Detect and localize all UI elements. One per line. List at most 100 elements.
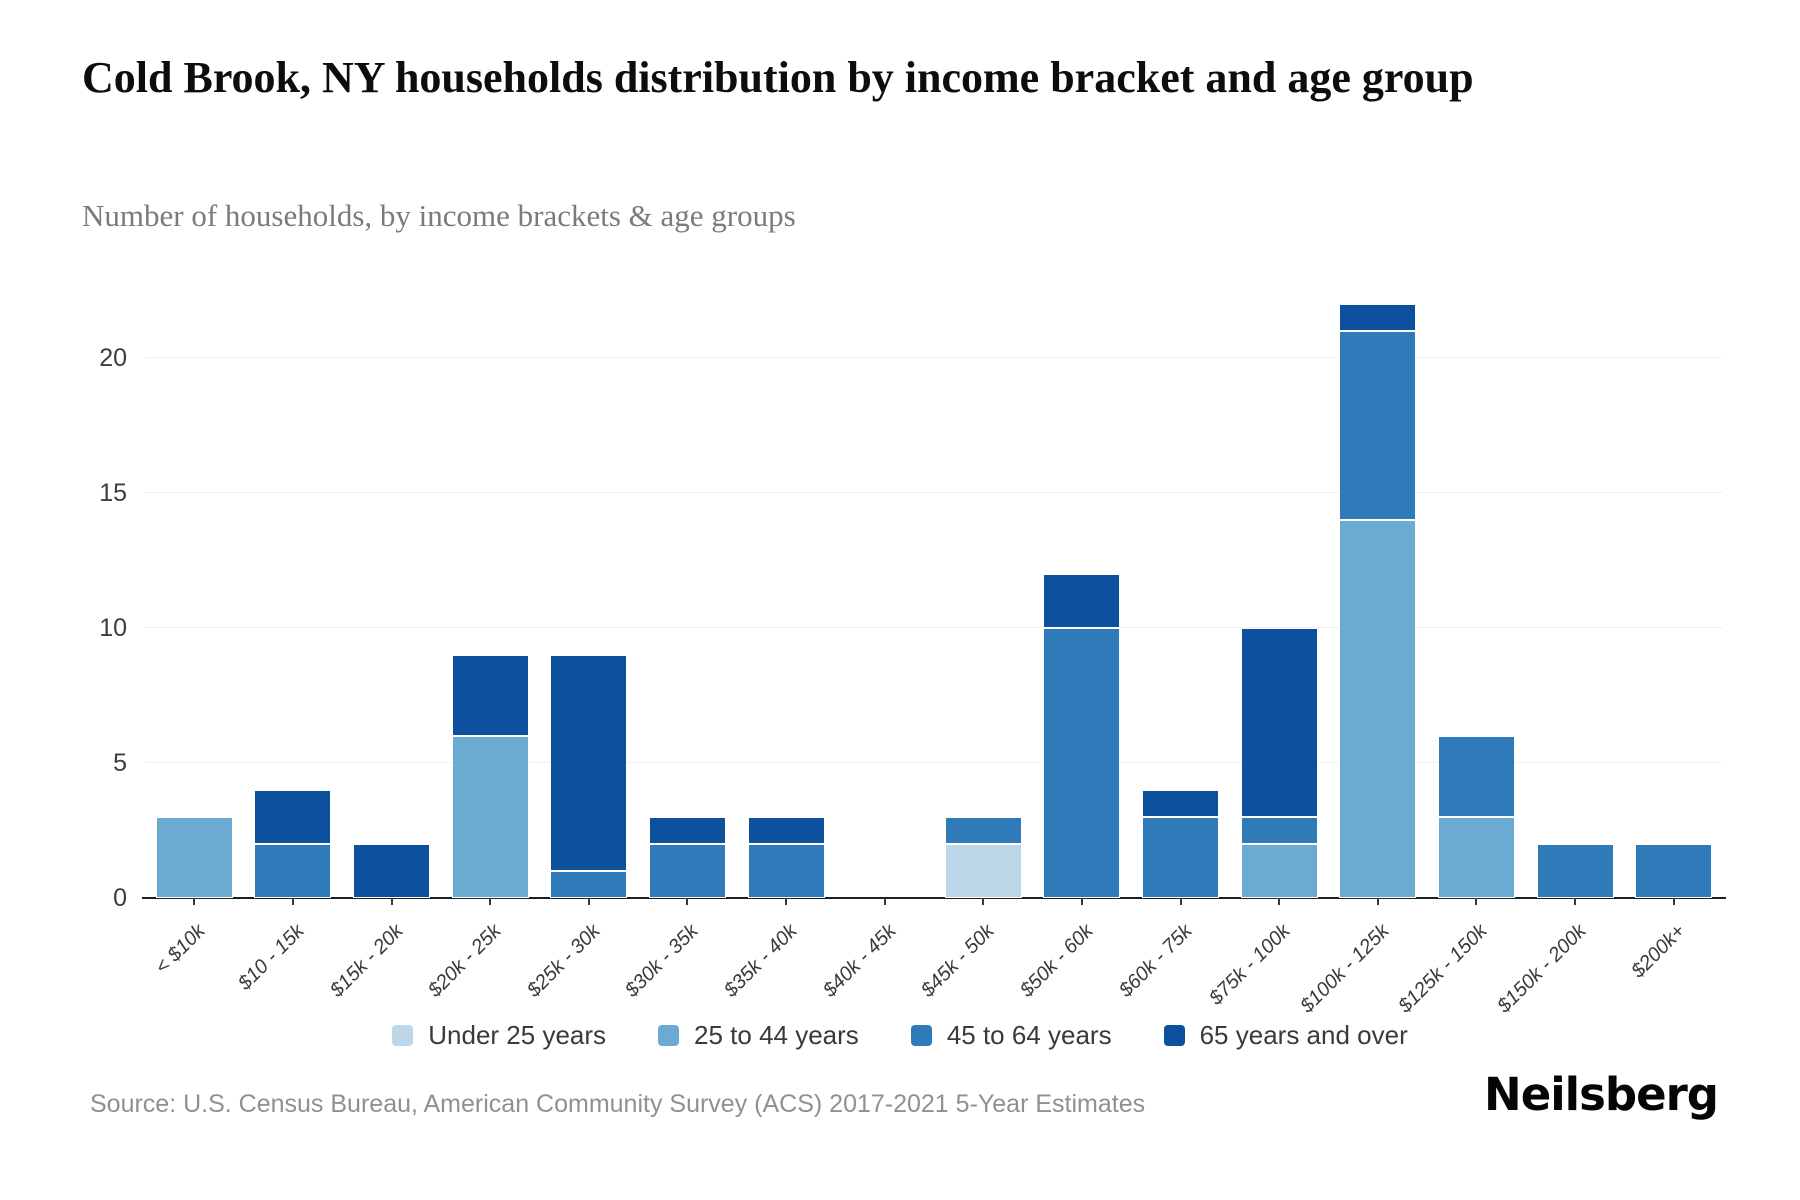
plot-area: 0 5 10 15 20 <box>99 250 1726 911</box>
x-axis-label: $200k+ <box>1626 920 1690 983</box>
x-axis-line <box>142 897 1726 899</box>
x-axis-tick <box>291 898 294 905</box>
bar-segment[interactable] <box>550 871 628 898</box>
bar-column <box>540 250 639 898</box>
legend-label: 65 years and over <box>1199 1020 1408 1050</box>
bars <box>145 250 1723 898</box>
neilsberg-logo: Neilsberg <box>1484 1068 1719 1121</box>
gridline <box>145 492 1723 493</box>
bar-segment[interactable] <box>1437 817 1515 898</box>
bar-column <box>737 250 836 898</box>
x-axis-tick <box>1376 898 1379 905</box>
bar-segment[interactable] <box>1339 520 1417 898</box>
bar-segment[interactable] <box>944 817 1022 844</box>
bar-column <box>1033 250 1132 898</box>
x-axis-tick <box>686 898 689 905</box>
source-text: Source: U.S. Census Bureau, American Com… <box>90 1090 1146 1118</box>
y-axis-label: 15 <box>99 479 127 507</box>
y-axis-label: 0 <box>113 884 127 912</box>
bar-segment[interactable] <box>1339 304 1417 331</box>
x-axis-label: $10 - 15k <box>233 920 309 995</box>
x-axis-label: $20k - 25k <box>424 920 506 1002</box>
x-axis-tick <box>193 898 196 905</box>
x-axis-label: < $10k <box>151 920 210 979</box>
x-axis-tick <box>1080 898 1083 905</box>
bar-segment[interactable] <box>1240 817 1318 844</box>
x-axis-tick <box>1672 898 1675 905</box>
legend-swatch-icon <box>658 1025 680 1046</box>
x-axis-label: $150k - 200k <box>1493 920 1591 1018</box>
bar-segment[interactable] <box>550 655 628 871</box>
y-axis-label: 5 <box>113 749 127 777</box>
bar-column <box>1427 250 1526 898</box>
x-axis-label: $30k - 35k <box>621 920 703 1002</box>
x-axis-tick <box>1475 898 1478 905</box>
legend-swatch-icon <box>910 1025 932 1046</box>
bar-segment[interactable] <box>451 736 529 898</box>
bar-column <box>1131 250 1230 898</box>
bar-column <box>244 250 343 898</box>
bar-column <box>1624 250 1723 898</box>
legend-label: 45 to 64 years <box>946 1020 1112 1050</box>
bar-segment[interactable] <box>648 817 726 844</box>
bar-segment[interactable] <box>747 817 825 844</box>
bar-segment[interactable] <box>648 844 726 898</box>
bar-segment[interactable] <box>944 844 1022 898</box>
bar-segment[interactable] <box>1142 817 1220 898</box>
legend-label: 25 to 44 years <box>694 1020 859 1050</box>
gridline <box>145 357 1723 358</box>
bar-segment[interactable] <box>1240 628 1318 817</box>
x-axis-tick <box>1278 898 1281 905</box>
x-axis-label: $125k - 150k <box>1394 920 1492 1018</box>
bar-column <box>145 250 244 898</box>
bar-segment[interactable] <box>254 844 332 898</box>
bar-column <box>638 250 737 898</box>
x-axis-tick <box>785 898 788 905</box>
bar-segment[interactable] <box>1043 574 1121 628</box>
x-axis-tick <box>587 898 590 905</box>
legend-label: Under 25 years <box>428 1020 607 1050</box>
x-axis-tick <box>390 898 393 905</box>
x-axis-tick <box>883 898 886 905</box>
legend-item[interactable]: Under 25 years <box>392 1020 606 1051</box>
bar-segment[interactable] <box>747 844 825 898</box>
legend-swatch-icon <box>392 1025 414 1046</box>
x-axis-label: $50k - 60k <box>1015 920 1098 1002</box>
bar-column <box>1230 250 1329 898</box>
bar-column <box>1329 250 1428 898</box>
legend-item[interactable]: 45 to 64 years <box>910 1020 1112 1051</box>
bar-segment[interactable] <box>1043 628 1121 898</box>
x-axis-tick <box>489 898 492 905</box>
chart-subtitle: Number of households, by income brackets… <box>82 198 796 233</box>
bar-column <box>934 250 1033 898</box>
bar-segment[interactable] <box>451 655 529 736</box>
x-axis-label: $60k - 75k <box>1114 920 1197 1002</box>
bar-segment[interactable] <box>1339 331 1417 520</box>
x-axis-label: $40k - 45k <box>818 920 901 1002</box>
x-axis-label: $25k - 30k <box>522 920 605 1002</box>
gridline <box>145 627 1723 628</box>
bar-segment[interactable] <box>1240 844 1318 898</box>
x-axis-tick <box>982 898 985 905</box>
legend-item[interactable]: 65 years and over <box>1163 1020 1408 1051</box>
bar-segment[interactable] <box>254 790 332 844</box>
x-axis-label: $45k - 50k <box>917 920 999 1002</box>
chart-title: Cold Brook, NY households distribution b… <box>82 53 1474 102</box>
x-axis-label: $100k - 125k <box>1296 920 1394 1018</box>
x-axis-label: $75k - 100k <box>1205 920 1295 1010</box>
bar-column <box>835 250 934 898</box>
bar-segment[interactable] <box>1635 844 1713 898</box>
bar-segment[interactable] <box>1142 790 1220 817</box>
x-axis-label: $35k - 40k <box>720 920 802 1002</box>
legend: Under 25 years 25 to 44 years 45 to 64 yea… <box>0 1020 1800 1051</box>
x-axis-labels: < $10k $10 - 15k $15k - 20k $20k - 25k $25k … <box>145 906 1723 1026</box>
y-axis-label: 20 <box>99 344 127 372</box>
bar-segment[interactable] <box>1437 736 1515 817</box>
bar-segment[interactable] <box>155 817 233 898</box>
bar-segment[interactable] <box>353 844 431 898</box>
legend-swatch-icon <box>1163 1025 1185 1046</box>
legend-item[interactable]: 25 to 44 years <box>658 1020 859 1051</box>
bar-segment[interactable] <box>1536 844 1614 898</box>
bar-column <box>1526 250 1625 898</box>
